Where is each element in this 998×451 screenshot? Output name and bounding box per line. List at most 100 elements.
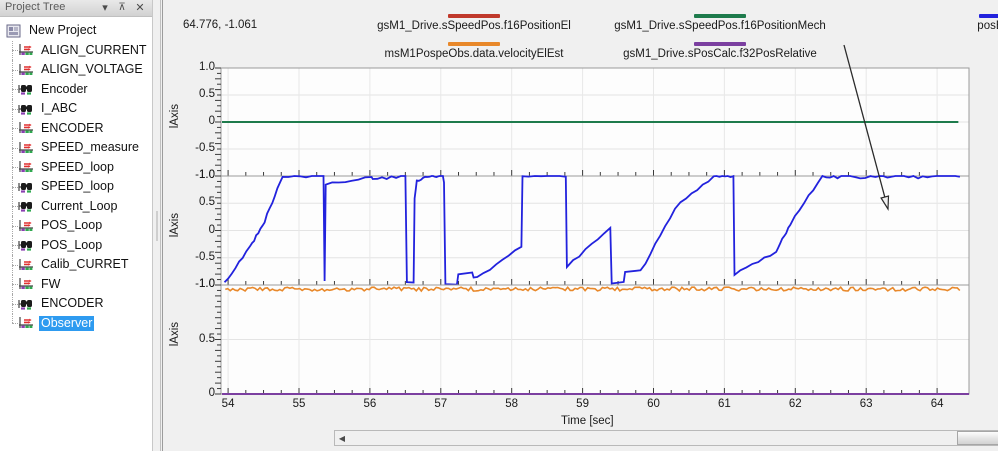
- legend-item[interactable]: msM1PospeObs.data.velocityElEst: [349, 42, 599, 60]
- x-tick-label: 63: [859, 398, 873, 410]
- y-tick-label: -0.5: [195, 142, 215, 154]
- horizontal-scrollbar[interactable]: ◀ ||| ▶: [334, 430, 998, 446]
- cursor-readout: 64.776, -1.061: [183, 19, 258, 31]
- tree-item-label: FW: [41, 276, 61, 291]
- tree-item-label: I_ABC: [41, 101, 78, 116]
- x-tick-label: 64: [930, 398, 944, 410]
- tree-item-speed_loop-7[interactable]: SPEED_loop: [0, 177, 152, 197]
- tree-item-encoder-13[interactable]: ENCODER: [0, 294, 152, 314]
- tree-item-label: POS_Loop: [41, 218, 103, 233]
- project-icon: [6, 24, 23, 38]
- tree-item-label: SPEED_measure: [41, 140, 139, 155]
- tree-guide-tick: [12, 147, 18, 149]
- tree-guide-tick: [12, 225, 18, 227]
- tree-item-i_abc-3[interactable]: I_ABC: [0, 99, 152, 119]
- tree-guide-tick: [12, 264, 18, 266]
- scope-icon: [18, 297, 35, 311]
- tree-root-node[interactable]: New Project: [0, 21, 152, 41]
- legend-swatch: [448, 42, 500, 46]
- scrollbar-track[interactable]: |||: [349, 431, 998, 445]
- recorder-icon: [18, 219, 35, 233]
- pin-icon[interactable]: ⊼: [118, 2, 126, 13]
- legend-label: gsM1_Drive.sPosCalc.f32PosRelative: [623, 48, 817, 60]
- x-tick-label: 56: [363, 398, 377, 410]
- tree-item-speed_measure-5[interactable]: SPEED_measure: [0, 138, 152, 158]
- y-tick-label: -0.5: [195, 250, 215, 263]
- tree-item-observer-14[interactable]: Observer: [0, 313, 152, 334]
- tree-item-align_current-0[interactable]: ALIGN_CURRENT: [0, 40, 152, 60]
- y-axis-label: lAxis: [169, 321, 181, 346]
- recorder-icon: [18, 121, 35, 135]
- tree-guide-line: [12, 313, 13, 324]
- y-tick-label: 0: [208, 115, 215, 127]
- legend-swatch: [694, 42, 746, 46]
- x-tick-label: 60: [647, 398, 660, 410]
- legend-swatch: [979, 14, 998, 18]
- y-tick-label: 1.0: [199, 169, 215, 181]
- tree-item-label: ENCODER: [41, 120, 104, 135]
- tree-item-label: SPEED_loop: [41, 179, 114, 194]
- recorder-icon: [18, 160, 35, 174]
- tree-item-align_voltage-1[interactable]: ALIGN_VOLTAGE: [0, 60, 152, 80]
- tree-item-pos_loop-10[interactable]: POS_Loop: [0, 235, 152, 255]
- recorder-icon: [18, 141, 35, 155]
- legend-item[interactable]: gsM1_Drive.sSpeedPos.f16PositionEl: [349, 14, 599, 32]
- tree-item-label: ALIGN_CURRENT: [41, 42, 147, 57]
- tree-item-speed_loop-6[interactable]: SPEED_loop: [0, 157, 152, 177]
- tree-guide-tick: [12, 206, 18, 208]
- tree-guide-tick: [12, 89, 18, 91]
- tree-item-pos_loop-9[interactable]: POS_Loop: [0, 216, 152, 236]
- tree-item-label: Encoder: [41, 81, 88, 96]
- legend-swatch: [694, 14, 746, 18]
- tree-guide-tick: [12, 50, 18, 52]
- y-tick-label: -1.0: [195, 278, 215, 290]
- legend-label: msM1PospeObs.data.velocityElEst: [384, 48, 564, 60]
- legend-label: gsM1_Drive.sSpeedPos.f16PositionEl: [377, 20, 571, 32]
- chart-view: 64.776, -1.061 gsM1_Drive.sSpeedPos.f16P…: [162, 0, 998, 451]
- tree-guide-tick: [12, 108, 18, 110]
- project-tree[interactable]: New Project ALIGN_CURRENT ALIGN_VOLTAGE En…: [0, 18, 152, 451]
- recorder-icon: [18, 316, 35, 330]
- y-tick-label: 0: [208, 223, 215, 236]
- panel-splitter[interactable]: [153, 0, 161, 451]
- close-icon[interactable]: ✕: [135, 2, 145, 14]
- tree-guide-tick: [12, 245, 18, 247]
- chevron-down-icon[interactable]: ▾: [102, 2, 108, 14]
- legend-item[interactable]: gsM1_Drive.sSpeedPos.f16PositionMech: [595, 14, 845, 32]
- tree-guide-tick: [12, 303, 18, 305]
- scope-icon: [18, 238, 35, 252]
- y-tick-label: 0.5: [199, 88, 215, 100]
- x-axis-label: Time [sec]: [561, 415, 614, 427]
- tree-item-label: POS_Loop: [41, 237, 103, 252]
- y-axis-label: lAxis: [169, 212, 181, 237]
- tree-item-calib_curret-11[interactable]: Calib_CURRET: [0, 255, 152, 275]
- tree-item-label: Observer: [39, 315, 95, 331]
- tree-item-encoder-4[interactable]: ENCODER: [0, 118, 152, 138]
- plot-panels[interactable]: 1.0 0.5 0 -0.5 -1.0 lAxis 1.0 0.5 0 -0.5 -1.0 lAxis…: [163, 0, 998, 451]
- plot-canvas[interactable]: [163, 0, 998, 430]
- y-tick-label: 1.0: [199, 278, 215, 290]
- tree-item-encoder-2[interactable]: Encoder: [0, 79, 152, 99]
- x-tick-label: 55: [292, 398, 306, 410]
- y-tick-label: -1.0: [195, 169, 215, 181]
- x-tick-label: 57: [434, 398, 448, 410]
- y-tick-label: 1.0: [199, 61, 215, 73]
- tree-guide-tick: [12, 323, 18, 325]
- scrollbar-thumb[interactable]: |||: [957, 431, 998, 445]
- legend-label: posElEst: [977, 20, 998, 32]
- annotation-arrow: [843, 44, 890, 211]
- panel-title: Project Tree: [5, 1, 66, 13]
- legend-item[interactable]: gsM1_Drive.sPosCalc.f32PosRelative: [595, 42, 845, 60]
- tree-guide-tick: [12, 186, 18, 188]
- chart-legend: gsM1_Drive.sSpeedPos.f16PositionEl msM1P…: [163, 0, 998, 70]
- recorder-icon: [18, 63, 35, 77]
- tree-item-label: ENCODER: [41, 296, 104, 311]
- scroll-left-arrow[interactable]: ◀: [338, 433, 346, 443]
- tree-item-current_loop-8[interactable]: Current_Loop: [0, 196, 152, 216]
- x-tick-label: 62: [788, 398, 802, 410]
- project-tree-titlebar: Project Tree ▾ ⊼ ✕: [0, 0, 152, 17]
- legend-item[interactable]: posElEst: [950, 14, 998, 32]
- tree-item-fw-12[interactable]: FW: [0, 274, 152, 294]
- scope-icon: [18, 180, 35, 194]
